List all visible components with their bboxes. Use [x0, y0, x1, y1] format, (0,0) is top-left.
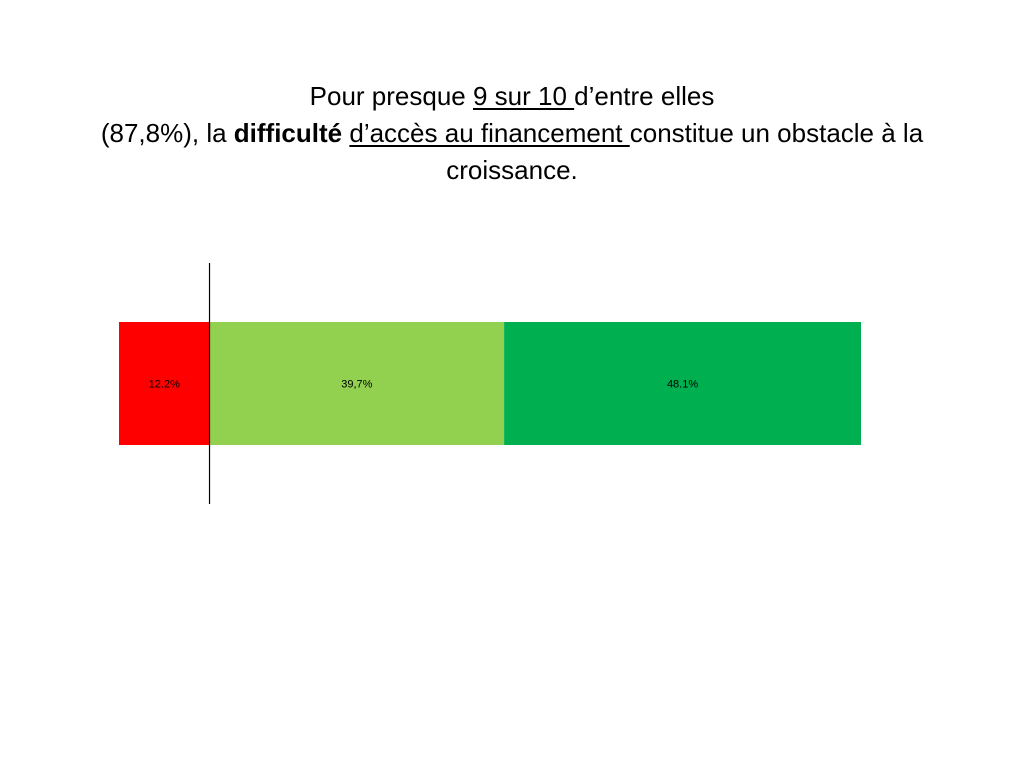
title-text: croissance.	[446, 155, 578, 185]
title-text: (87,8%), la	[100, 118, 234, 148]
title-text: constitue un obstacle à la	[629, 118, 924, 148]
bar-segment-2	[209, 322, 505, 445]
title-text: d’entre elles	[574, 81, 715, 111]
title-line-1: Pour presque 9 sur 10 d’entre elles	[40, 78, 984, 115]
bar-segment-1	[119, 322, 210, 445]
title-underlined-text: 9 sur 10	[472, 81, 575, 111]
title-line-3: croissance.	[40, 152, 984, 189]
bar-segment-3	[504, 322, 861, 445]
title-bold-text: difficulté	[233, 118, 343, 148]
slide-title: Pour presque 9 sur 10 d’entre elles (87,…	[40, 78, 984, 189]
title-underlined-text: d’accès au financement	[349, 118, 630, 148]
segment-label-3: 48.1%	[667, 379, 698, 391]
segment-labels: 12.2% 39,7% 48.1%	[149, 379, 699, 391]
segment-label-2: 39,7%	[341, 379, 372, 391]
title-text: Pour presque	[309, 81, 473, 111]
bar-segments	[119, 322, 861, 445]
title-line-2: (87,8%), la difficulté d’accès au financ…	[40, 115, 984, 152]
segment-label-1: 12.2%	[149, 379, 180, 391]
